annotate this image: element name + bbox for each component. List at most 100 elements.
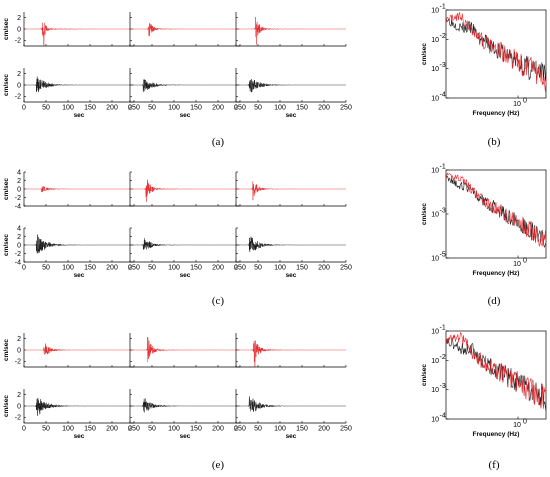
y-tick-label: 2 <box>17 392 21 399</box>
y-tick-label: -2 <box>15 359 21 366</box>
x-tick-label: 250 <box>340 426 352 433</box>
x-tick-label: 0 <box>128 105 132 112</box>
spec-y-tick-exp: -1 <box>440 4 446 11</box>
signal-red <box>129 179 241 202</box>
x-axis-label: sec <box>286 272 297 279</box>
x-tick-label: 250 <box>128 426 140 433</box>
x-axis-label: sec <box>286 112 297 119</box>
x-tick-label: 150 <box>190 105 202 112</box>
y-tick-label: 4 <box>17 169 21 176</box>
spec-y-tick-exp: -4 <box>440 92 446 99</box>
spec-y-tick-label: 10 <box>431 417 439 424</box>
x-tick-label: 50 <box>254 105 262 112</box>
signal-black <box>129 238 240 250</box>
x-tick-label: 200 <box>106 426 118 433</box>
spec-x-tick-exp: 0 <box>523 419 527 426</box>
y-tick-label: 0 <box>17 186 21 193</box>
x-tick-label: 50 <box>148 105 156 112</box>
signal-red <box>235 181 346 201</box>
signal-red <box>23 22 135 47</box>
x-tick-label: 250 <box>234 105 246 112</box>
x-tick-label: 200 <box>318 265 330 272</box>
spec-y-tick-label: 10 <box>431 168 439 175</box>
time-plot-14: 0 50 100 150 200 250 sec <box>128 227 246 279</box>
signal-red <box>23 343 135 355</box>
time-plot-10: -4-2 02 4 cm/sec <box>3 169 135 210</box>
y-tick-label: -4 <box>15 259 21 266</box>
x-tick-label: 250 <box>234 265 246 272</box>
y-tick-label: 0 <box>17 347 21 354</box>
x-tick-label: 150 <box>190 265 202 272</box>
spec-x-axis-label: Frequency (Hz) <box>473 270 520 277</box>
spec-y-tick-exp: -5 <box>440 252 446 259</box>
y-axis-label: cm/sec <box>3 339 10 361</box>
x-tick-label: 200 <box>212 426 224 433</box>
y-axis-label: cm/sec <box>3 234 10 256</box>
time-plot-4: 0 50 100 150 200 250 sec <box>128 68 246 119</box>
spec-x-axis-label: Frequency (Hz) <box>473 110 520 117</box>
signal-red <box>235 340 347 367</box>
spec-y-tick-label: 10 <box>431 329 439 336</box>
signal-black <box>23 76 135 93</box>
x-tick-label: 150 <box>84 426 96 433</box>
time-plot-21 <box>129 333 241 368</box>
x-tick-label: 150 <box>296 426 308 433</box>
x-tick-label: 0 <box>22 426 26 433</box>
x-tick-label: 200 <box>318 426 330 433</box>
spec-x-tick-label: 10 <box>513 422 521 429</box>
x-tick-label: 0 <box>128 265 132 272</box>
x-tick-label: 100 <box>274 426 286 433</box>
spec-x-tick-label: 10 <box>513 101 521 108</box>
signal-black <box>129 398 241 413</box>
spec-y-tick-exp: -3 <box>440 62 446 69</box>
x-tick-label: 100 <box>274 105 286 112</box>
y-tick-label: 0 <box>17 403 21 410</box>
y-tick-label: 2 <box>17 178 21 185</box>
x-tick-label: 200 <box>106 105 118 112</box>
time-plot-24: 0 50 100 150 200 250 sec <box>128 389 246 440</box>
x-tick-label: 100 <box>62 265 74 272</box>
x-tick-label: 200 <box>212 265 224 272</box>
y-axis-label: cm/sec <box>3 178 10 200</box>
spec-x-tick-exp: 0 <box>523 258 527 265</box>
time-plot-25: 0 50 100 150 200 250 sec <box>234 389 352 440</box>
y-tick-label: 2 <box>17 234 21 241</box>
spec-y-tick-label: 10 <box>431 212 439 219</box>
signal-black <box>235 396 346 412</box>
spec-x-tick-exp: 0 <box>523 98 527 105</box>
spec-y-tick-label: 10 <box>431 256 439 263</box>
signal-red <box>23 185 134 193</box>
spec-y-tick-exp: -1 <box>440 164 446 171</box>
signal-red <box>129 23 241 37</box>
x-tick-label: 100 <box>168 105 180 112</box>
x-tick-label: 0 <box>234 426 238 433</box>
x-tick-label: 250 <box>128 105 140 112</box>
y-tick-label: 2 <box>17 71 21 78</box>
x-tick-label: 150 <box>84 105 96 112</box>
y-tick-label: 4 <box>17 225 21 232</box>
y-tick-label: -2 <box>15 38 21 45</box>
x-axis-label: sec <box>286 433 297 440</box>
x-tick-label: 150 <box>296 105 308 112</box>
spec-y-tick-label: 10 <box>431 8 439 15</box>
panel-label-a: (a) <box>212 136 225 148</box>
spectrum-curve-black <box>445 175 547 248</box>
y-axis-label: cm/sec <box>3 395 10 417</box>
panel-label-b: (b) <box>488 136 501 148</box>
signal-black <box>129 79 241 93</box>
y-tick-label: 2 <box>17 336 21 343</box>
x-tick-label: 250 <box>340 105 352 112</box>
y-tick-label: -2 <box>15 251 21 258</box>
spec-x-tick-label: 10 <box>513 261 521 268</box>
x-tick-label: 50 <box>42 265 50 272</box>
x-axis-label: sec <box>74 112 85 119</box>
x-axis-label: sec <box>180 112 191 119</box>
spec-y-tick-label: 10 <box>431 358 439 365</box>
spec-y-tick-exp: -3 <box>440 383 446 390</box>
y-tick-label: 0 <box>17 82 21 89</box>
